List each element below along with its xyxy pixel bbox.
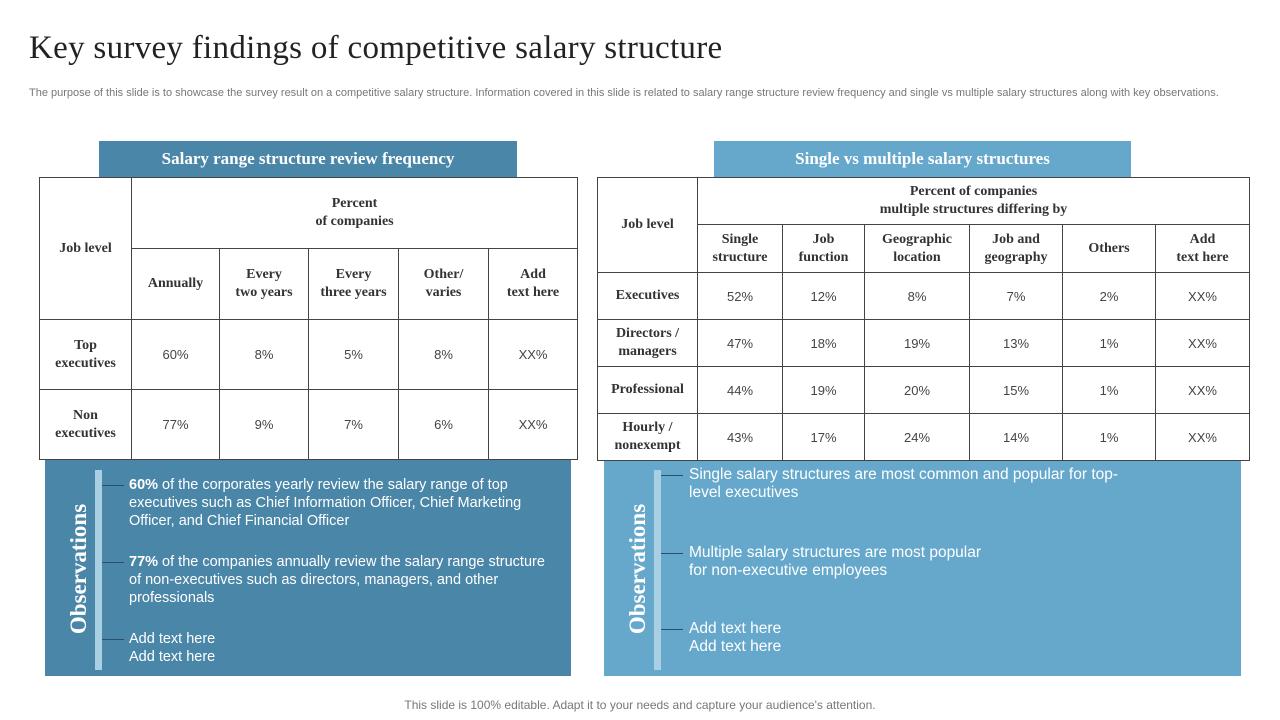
header-row: Annually Every two years Every three years… <box>40 248 579 320</box>
table-cell: 8% <box>219 319 309 390</box>
table-cell: XX% <box>1154 413 1251 461</box>
table-cell: 7% <box>969 272 1063 320</box>
table-cell: 15% <box>969 366 1063 414</box>
table-cell: 19% <box>864 319 970 367</box>
row-label: Non executives <box>39 389 132 460</box>
header-cell: Every three years <box>308 248 399 320</box>
table-cell: 12% <box>782 272 865 320</box>
header-cell: Geographic location <box>864 224 970 273</box>
observation-text: Multiple salary structures are most popu… <box>689 544 982 579</box>
observation-text: of the companies annually review the sal… <box>129 554 545 606</box>
header-cell: Others <box>1062 224 1156 273</box>
observations-label: Observations <box>66 503 91 635</box>
table-row: Non executives 77% 9% 7% 6% XX% <box>39 389 579 460</box>
table-cell: 44% <box>697 366 783 414</box>
observation-text: of the corporates yearly review the sala… <box>129 477 522 529</box>
header-row: Job level Percent of companies multiple s… <box>597 177 1251 273</box>
connector <box>661 553 683 554</box>
table-cell: XX% <box>1154 319 1251 367</box>
data-table: Job level Percent of companies Annually Eve… <box>39 177 579 460</box>
table-cell: 43% <box>697 413 783 461</box>
footer: This slide is 100% editable. Adapt it to… <box>404 698 876 712</box>
section-heading: Salary range structure review frequency <box>99 141 517 177</box>
table-cell: 6% <box>398 389 489 460</box>
table-cell: 2% <box>1062 272 1156 320</box>
observation-text: Add text here Add text here <box>689 620 782 655</box>
table-cell: XX% <box>1154 272 1251 320</box>
description: The purpose of this slide is to showcase… <box>29 87 1219 99</box>
table-cell: 18% <box>782 319 865 367</box>
header-row: Single structure Job function Geographic l… <box>598 224 1251 273</box>
observation-text: Add text here Add text here <box>129 631 216 665</box>
header-cell: Percent of companies multiple structures… <box>696 177 1251 225</box>
table-row: Executives 52% 12% 8% 7% 2% XX% <box>597 272 1251 320</box>
table-cell: XX% <box>487 319 579 390</box>
header-cell: Job and geography <box>969 224 1063 273</box>
observations-label: Observations <box>625 503 650 635</box>
table-cell: 9% <box>219 389 309 460</box>
connector <box>102 485 124 486</box>
table-cell: 5% <box>308 319 399 390</box>
table-row: Directors / managers 47% 18% 19% 13% 1% XX% <box>597 319 1251 367</box>
table-cell: 20% <box>864 366 970 414</box>
table-cell: 52% <box>697 272 783 320</box>
table-cell: 1% <box>1062 319 1156 367</box>
header-cell: Job function <box>782 224 865 273</box>
title: Key survey findings of competitive salar… <box>29 30 723 66</box>
observation: Add text here Add text here <box>129 630 549 666</box>
header-cell: Every two years <box>219 248 309 320</box>
table-cell: 47% <box>697 319 783 367</box>
header-row: Job level Percent of companies <box>39 177 579 320</box>
row-label: Top executives <box>39 319 132 390</box>
row-label: Professional <box>597 366 698 414</box>
header-cell: Job level <box>597 177 698 273</box>
header-cell: Percent of companies <box>130 177 579 249</box>
table-cell: XX% <box>1154 366 1251 414</box>
row-label: Directors / managers <box>597 319 698 367</box>
table-cell: 60% <box>131 319 220 390</box>
header-cell: Annually <box>131 248 220 320</box>
divider-bar <box>654 470 661 670</box>
table-cell: 77% <box>131 389 220 460</box>
observation: Add text here Add text here <box>689 620 1209 656</box>
header-cell: Job level <box>39 177 132 320</box>
table-cell: 17% <box>782 413 865 461</box>
data-table: Job level Percent of companies multiple s… <box>597 177 1251 461</box>
table-cell: 1% <box>1062 366 1156 414</box>
header-cell: Add text here <box>1154 224 1251 273</box>
observation-highlight: 60% <box>129 477 159 493</box>
connector <box>102 639 124 640</box>
observation: Multiple salary structures are most popu… <box>689 544 1209 580</box>
observation-highlight: 77% <box>129 554 159 570</box>
observation-text: Single salary structures are most common… <box>689 466 1119 501</box>
observations-panel <box>45 460 571 676</box>
table-row: Top executives 60% 8% 5% 8% XX% <box>39 319 579 390</box>
table-cell: 1% <box>1062 413 1156 461</box>
table-cell: 19% <box>782 366 865 414</box>
table-cell: 14% <box>969 413 1063 461</box>
table-cell: 8% <box>864 272 970 320</box>
observation: 77% of the companies annually review the… <box>129 553 549 607</box>
row-label: Hourly / nonexempt <box>597 413 698 461</box>
header-cell: Add text here <box>487 248 579 320</box>
table-cell: 24% <box>864 413 970 461</box>
observation: Single salary structures are most common… <box>689 466 1209 502</box>
row-label: Executives <box>597 272 698 320</box>
table-cell: 7% <box>308 389 399 460</box>
table-cell: 13% <box>969 319 1063 367</box>
connector <box>102 562 124 563</box>
header-cell: Other/ varies <box>398 248 489 320</box>
table-cell: XX% <box>487 389 579 460</box>
divider-bar <box>95 470 102 670</box>
table-row: Hourly / nonexempt 43% 17% 24% 14% 1% XX% <box>597 413 1251 461</box>
connector <box>661 629 683 630</box>
table-cell: 8% <box>398 319 489 390</box>
table-row: Professional 44% 19% 20% 15% 1% XX% <box>597 366 1251 414</box>
section-heading: Single vs multiple salary structures <box>714 141 1131 177</box>
connector <box>661 475 683 476</box>
header-cell: Single structure <box>697 224 783 273</box>
observations-panel <box>604 460 1241 676</box>
observation: 60% of the corporates yearly review the … <box>129 476 549 530</box>
